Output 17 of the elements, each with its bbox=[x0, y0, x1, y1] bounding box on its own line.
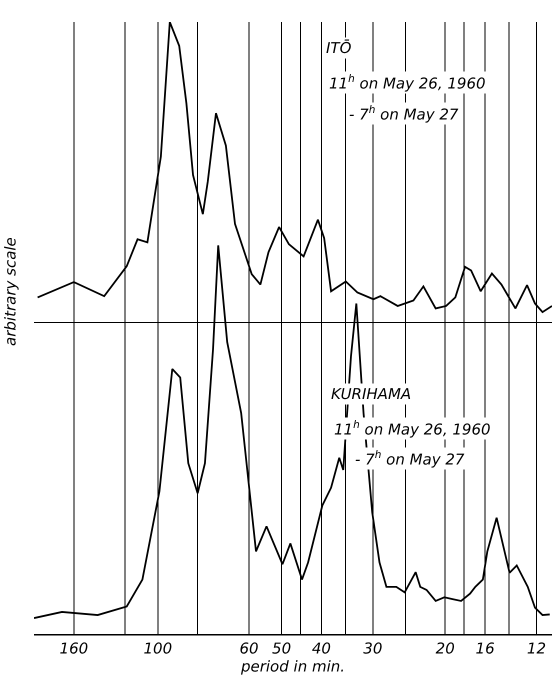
y-axis-title: arbitrary scale bbox=[1, 237, 20, 346]
annotation: 11$^{h}$ on May 26, 1960 bbox=[329, 73, 486, 92]
x-axis-title: period in min. bbox=[240, 658, 346, 676]
x-tick-label: 60 bbox=[239, 640, 259, 658]
x-tick-label: 50 bbox=[272, 640, 292, 658]
annotation: - 7$^{h}$ on May 27 bbox=[349, 104, 459, 124]
annotation: KURIHAMA bbox=[331, 385, 412, 403]
annotation: ITŌ bbox=[326, 39, 352, 57]
x-tick-label: 100 bbox=[143, 640, 172, 658]
x-tick-label: 12 bbox=[526, 640, 546, 658]
annotation: - 7$^{h}$ on May 27 bbox=[355, 449, 465, 468]
annotation: 11$^{h}$ on May 26, 1960 bbox=[334, 419, 491, 438]
x-tick-label: 30 bbox=[363, 640, 382, 658]
x-tick-label: 40 bbox=[312, 640, 331, 658]
x-tick-label: 160 bbox=[60, 640, 88, 658]
x-tick-label: 16 bbox=[476, 640, 495, 658]
x-tick-label: 20 bbox=[436, 640, 455, 658]
